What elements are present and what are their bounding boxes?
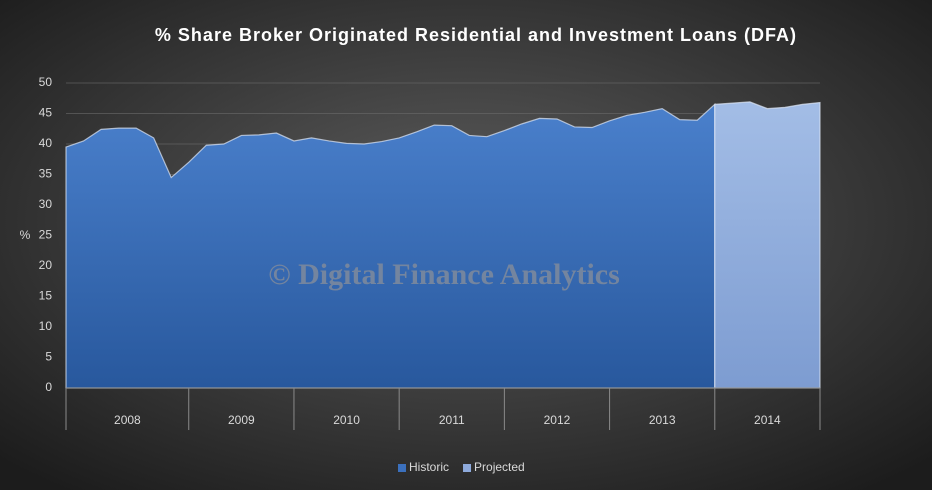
y-tick-label: 30 bbox=[39, 197, 53, 211]
x-tick-label: 2008 bbox=[114, 413, 141, 427]
y-tick-label: 0 bbox=[45, 380, 52, 394]
y-tick-label: 20 bbox=[39, 258, 53, 272]
chart-title: % Share Broker Originated Residential an… bbox=[155, 25, 797, 45]
x-tick-label: 2014 bbox=[754, 413, 781, 427]
watermark: © Digital Finance Analytics bbox=[268, 258, 620, 291]
x-tick-label: 2010 bbox=[333, 413, 360, 427]
y-tick-label: 40 bbox=[39, 136, 53, 150]
plot: 0 5 10 15 20 25 30 35 40 45 50 2008 2009 2010 2011 2012… bbox=[39, 75, 821, 430]
legend-swatch bbox=[463, 464, 472, 472]
x-tick-label: 2013 bbox=[649, 413, 676, 427]
x-tick-label: 2012 bbox=[544, 413, 571, 427]
y-tick-label: 45 bbox=[39, 106, 53, 120]
x-tick-label: 2009 bbox=[228, 413, 255, 427]
y-tick-label: 25 bbox=[39, 228, 53, 242]
legend-label: Historic bbox=[409, 460, 449, 474]
legend-label: Projected bbox=[474, 460, 525, 474]
y-tick-label: 50 bbox=[39, 75, 53, 89]
legend-swatch bbox=[398, 464, 406, 472]
y-tick-label: 10 bbox=[39, 319, 53, 333]
area bbox=[714, 101, 821, 389]
y-tick-label: 35 bbox=[39, 167, 53, 181]
y-tick-label: 15 bbox=[39, 289, 53, 303]
y-tick-label: 5 bbox=[45, 350, 52, 364]
x-tick-label: 2011 bbox=[439, 413, 465, 427]
area bbox=[65, 102, 716, 389]
y-axis-label: % bbox=[20, 228, 31, 242]
